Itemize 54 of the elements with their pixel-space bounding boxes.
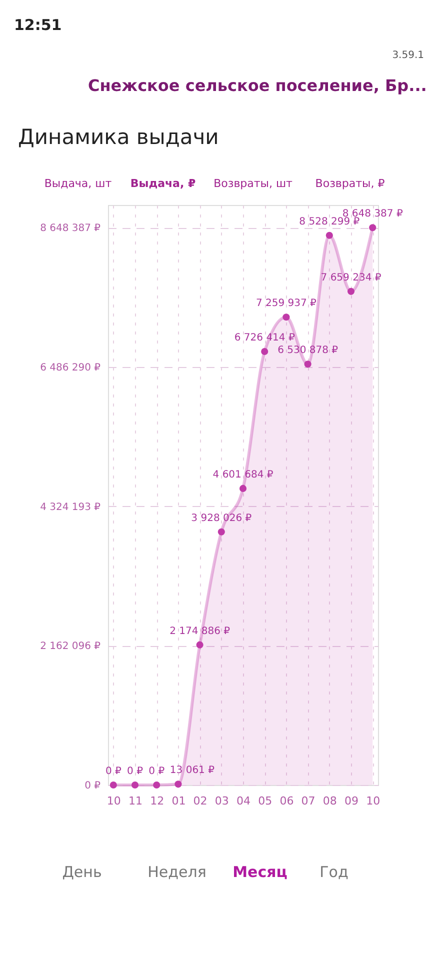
point bbox=[261, 348, 268, 356]
point bbox=[131, 781, 139, 789]
y-tick-label: 8 648 387 ₽ bbox=[40, 223, 102, 234]
data-label: 0 ₽ bbox=[148, 766, 166, 777]
text: Возвраты, ₽ bbox=[315, 177, 385, 190]
data-label: 0 ₽ bbox=[127, 766, 144, 777]
text: Неделя bbox=[148, 863, 206, 881]
text: Выдача, шт bbox=[44, 177, 112, 190]
data-label: 7 259 937 ₽ bbox=[256, 298, 318, 310]
y-tick-label: 6 486 290 ₽ bbox=[40, 362, 102, 374]
point bbox=[110, 781, 117, 789]
chart-title: Динамика выдачи bbox=[18, 125, 219, 149]
x-tick-label: 04 bbox=[236, 794, 250, 808]
point bbox=[304, 360, 312, 368]
text: Возвраты, шт bbox=[214, 177, 294, 190]
x-tick-label: 05 bbox=[258, 794, 272, 808]
point bbox=[326, 232, 333, 239]
data-label: 6 726 414 ₽ bbox=[234, 332, 296, 344]
x-tick-label: 02 bbox=[193, 794, 208, 808]
x-tick-label: 06 bbox=[280, 794, 294, 808]
x-tick-label: 01 bbox=[172, 794, 186, 808]
point bbox=[174, 780, 182, 788]
data-label: 0 ₽ bbox=[105, 766, 122, 777]
point bbox=[369, 224, 376, 232]
y-tick-label: 4 324 193 ₽ bbox=[40, 502, 102, 513]
data-label: 4 601 684 ₽ bbox=[212, 469, 274, 480]
x-tick-label: 10 bbox=[366, 794, 380, 808]
data-label: 2 174 886 ₽ bbox=[170, 626, 231, 637]
x-tick-label: 03 bbox=[214, 794, 229, 808]
x-tick-label: 09 bbox=[344, 794, 358, 808]
point bbox=[282, 314, 290, 321]
point bbox=[347, 288, 355, 295]
text: 12:51 bbox=[14, 16, 62, 34]
text: Месяц bbox=[232, 863, 288, 881]
data-label: 7 659 234 ₽ bbox=[320, 272, 382, 284]
y-tick-label: 0 ₽ bbox=[84, 780, 102, 792]
point bbox=[239, 484, 247, 492]
x-tick-label: 11 bbox=[128, 794, 142, 808]
data-label: 6 530 878 ₽ bbox=[278, 345, 339, 356]
y-tick-label: 2 162 096 ₽ bbox=[40, 641, 102, 652]
x-tick-label: 10 bbox=[106, 794, 121, 808]
text: Снежское сельское поселение, Бр... bbox=[88, 76, 427, 95]
text: День bbox=[62, 863, 102, 881]
point bbox=[153, 781, 160, 789]
x-tick-label: 08 bbox=[322, 794, 337, 808]
data-label: 13 061 ₽ bbox=[170, 765, 216, 776]
x-tick-label: 12 bbox=[150, 794, 164, 808]
text: Год bbox=[320, 863, 348, 881]
point bbox=[196, 641, 204, 648]
data-label: 3 928 026 ₽ bbox=[191, 512, 252, 524]
text: Выдача, ₽ bbox=[130, 177, 196, 190]
text: 3.59.1 bbox=[392, 50, 424, 61]
point bbox=[218, 528, 225, 536]
x-tick-label: 07 bbox=[301, 794, 316, 808]
